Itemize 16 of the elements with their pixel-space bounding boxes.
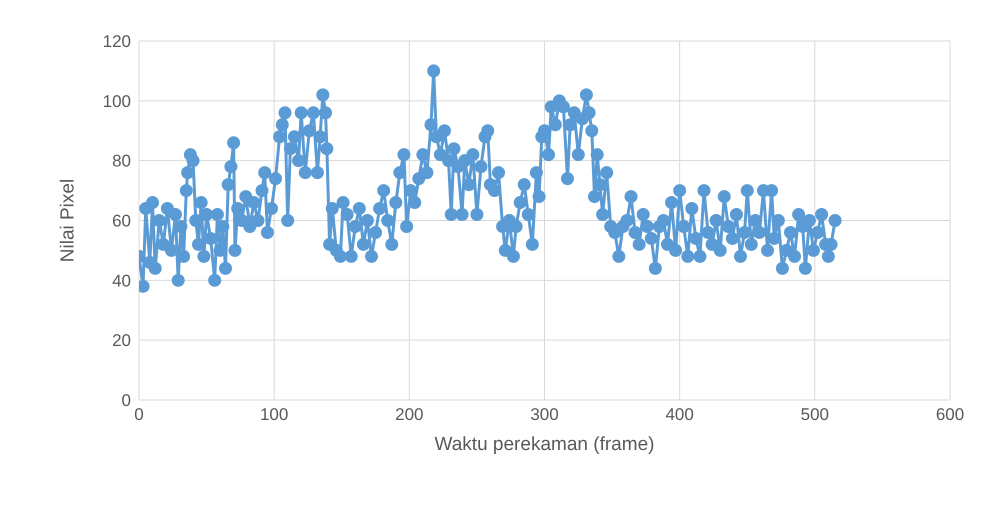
y-axis-title: Nilai Pixel bbox=[58, 178, 79, 262]
y-tick-label: 80 bbox=[112, 152, 131, 171]
x-tick-label: 400 bbox=[665, 405, 694, 424]
y-tick-label: 120 bbox=[102, 32, 131, 52]
x-tick-label: 200 bbox=[395, 405, 424, 424]
x-axis-title: Waktu perekaman (frame) bbox=[434, 434, 654, 455]
x-tick-label: 100 bbox=[260, 405, 288, 424]
y-tick-label: 0 bbox=[122, 391, 131, 410]
x-tick-label: 0 bbox=[134, 405, 144, 424]
x-tick-label: 600 bbox=[936, 405, 964, 424]
y-tick-label: 100 bbox=[102, 92, 131, 111]
x-tick-label: 500 bbox=[800, 405, 830, 424]
x-tick-label: 300 bbox=[530, 405, 559, 424]
y-tick-label: 60 bbox=[112, 212, 131, 231]
y-tick-label: 20 bbox=[112, 331, 131, 350]
y-tick-label: 40 bbox=[112, 271, 131, 290]
